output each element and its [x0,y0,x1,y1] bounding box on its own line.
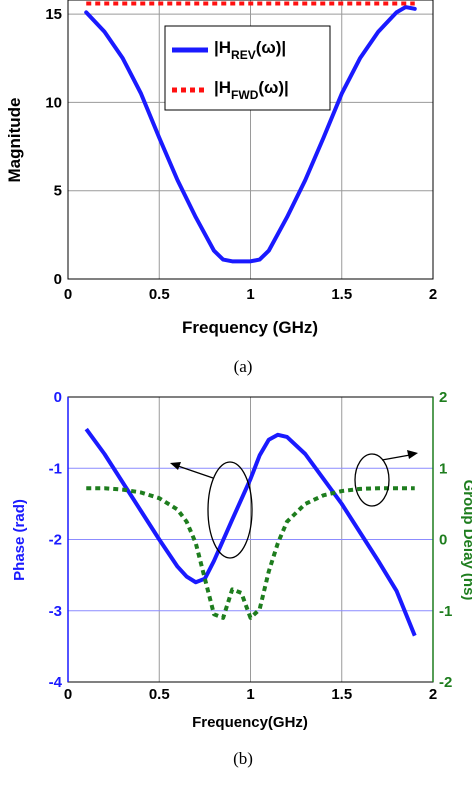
chart-b-ytick-left-label: -2 [49,532,62,549]
legend-label-hfwd: |HFWD(ω)| [214,78,289,102]
annotation-phase-ellipse [207,461,253,559]
chart-b-ytick-left-label: -4 [49,674,63,691]
chart-b-ylabel-right: Group Delay (ns) [460,480,472,601]
legend-label-hrev: |HREV(ω)| [214,38,286,62]
chart-a-frame [67,0,434,280]
series-hrev-line [84,5,417,264]
chart-b-tick-labels: 0 0.5 1 1.5 2 -4 -3 -2 -1 0 -2 -1 0 1 2 [49,389,453,703]
chart-b-ytick-right-label: -2 [439,674,452,691]
chart-b-ytick-left-label: -1 [49,460,62,477]
chart-a-legend: |HREV(ω)| |HFWD(ω)| [164,25,331,111]
chart-a-series [84,1,417,264]
chart-b-ytick-right-label: 1 [439,460,447,477]
chart-b-series [84,427,417,637]
chart-a-xtick-label: 1.5 [331,286,352,303]
chart-b-ylabel-left: Phase (rad) [11,499,28,581]
chart-a: 0 0.5 1 1.5 2 0 5 10 15 Frequency (GHz) Magnitud… [5,0,437,376]
chart-a-ytick-label: 5 [54,183,62,200]
annotation-delay-ellipse [354,453,390,507]
chart-b-xtick-label: 1 [246,686,254,703]
chart-b-xtick-label: 2 [429,686,437,703]
chart-a-xlabel: Frequency (GHz) [182,318,318,337]
chart-b-xtick-label: 1.5 [331,686,352,703]
chart-b-ytick-left-label: 0 [54,389,62,406]
chart-b-xtick-label: 0.5 [149,686,170,703]
chart-a-xtick-label: 1 [246,286,254,303]
chart-a-ytick-label: 15 [45,6,62,23]
chart-a-xtick-label: 0.5 [149,286,170,303]
chart-b-xtick-label: 0 [64,686,72,703]
series-phase-line [84,427,417,637]
chart-a-xtick-label: 0 [64,286,72,303]
chart-a-ytick-label: 10 [45,94,62,111]
chart-a-legend-box [164,25,331,111]
chart-a-xtick-label: 2 [429,286,437,303]
chart-b-ytick-left-label: -3 [49,603,62,620]
annotation-delay-arrow [354,450,418,507]
annotation-phase-arrow [170,461,253,559]
chart-b-xlabel: Frequency(GHz) [192,714,308,731]
annotation-phase-arrow-head [170,462,181,470]
chart-a-ytick-label: 0 [54,271,62,288]
chart-b-grid [68,397,433,682]
chart-a-caption: (a) [234,357,253,376]
chart-b: 0 0.5 1 1.5 2 -4 -3 -2 -1 0 -2 -1 0 1 2 Frequency(GHz)… [11,389,472,768]
annotation-delay-arrow-head [407,450,418,459]
annotation-delay-arrow-line [381,454,411,461]
chart-a-tick-labels: 0 0.5 1 1.5 2 0 5 10 15 [45,6,437,303]
annotation-phase-arrow-line [177,465,214,479]
chart-b-ytick-right-label: 2 [439,389,447,406]
chart-a-ylabel: Magnitude [5,98,24,183]
chart-b-ytick-right-label: 0 [439,532,447,549]
series-group-delay-line [86,486,415,620]
chart-b-caption: (b) [233,749,253,768]
chart-b-ytick-right-label: -1 [439,603,452,620]
